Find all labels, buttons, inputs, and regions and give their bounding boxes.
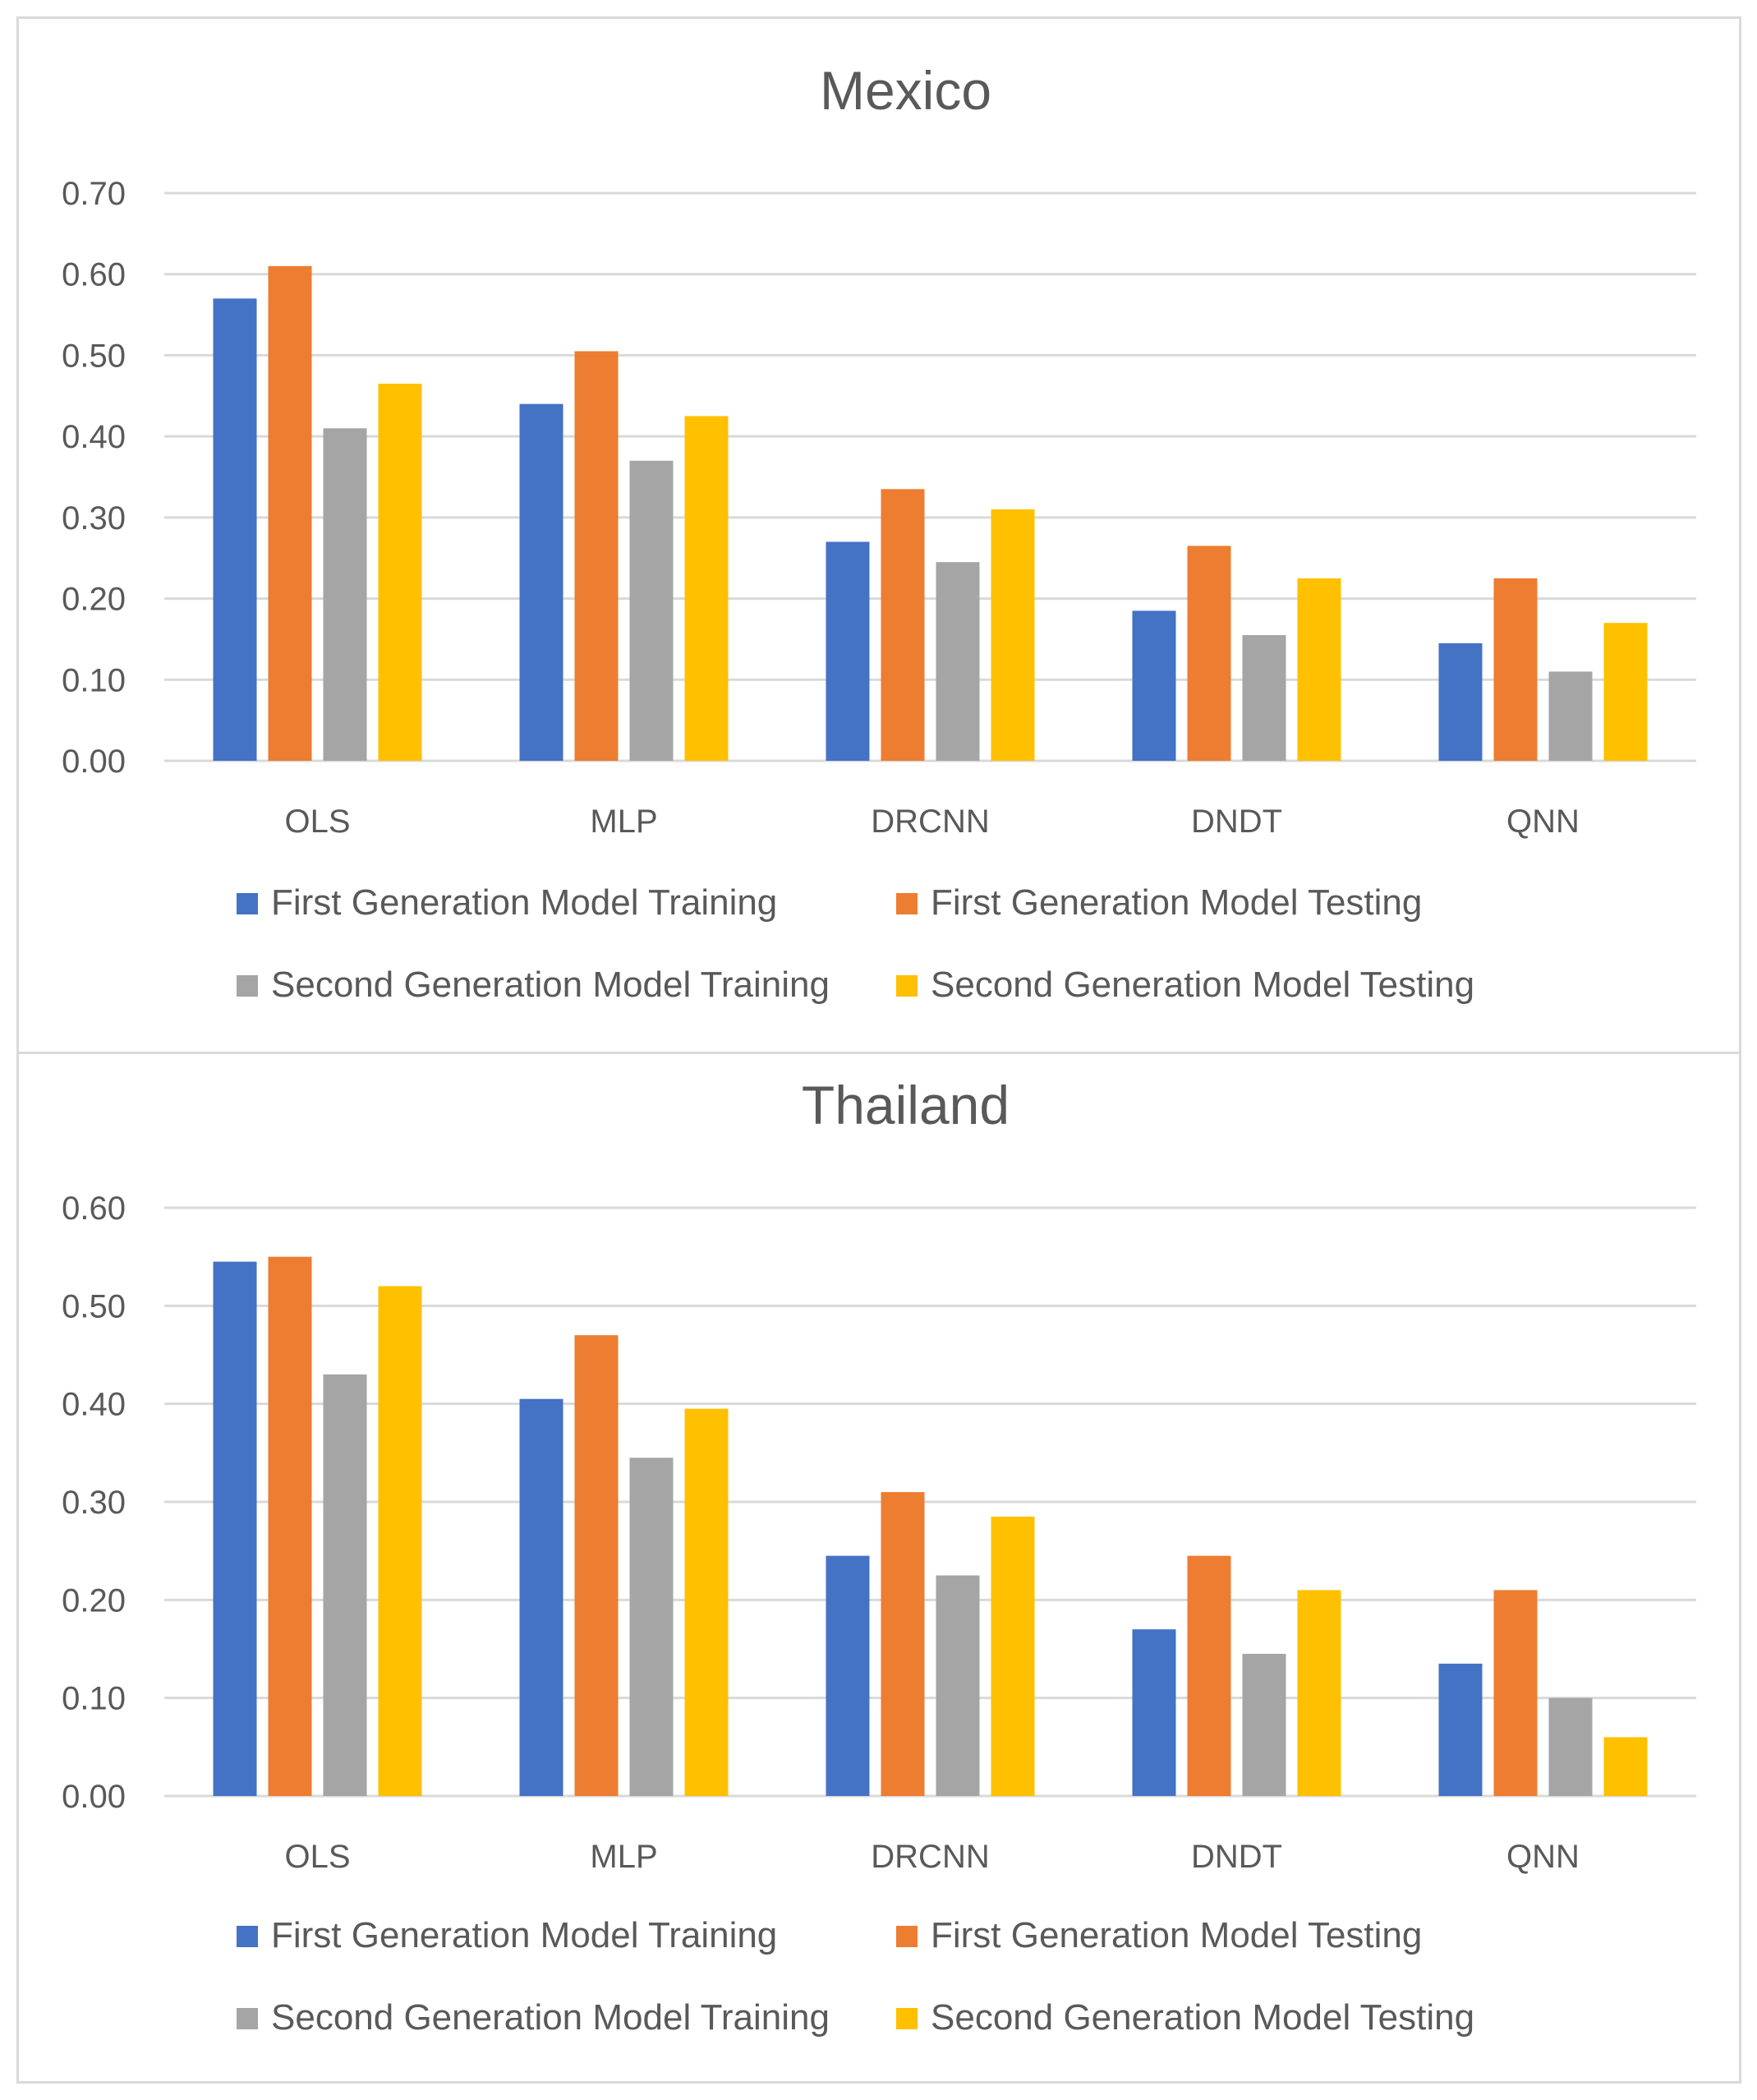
x-category-label: OLS — [284, 804, 350, 840]
legend-label: First Generation Model Testing — [931, 1915, 1422, 1955]
chart-title: Thailand — [802, 1075, 1010, 1135]
bar-drcnn-series-2 — [936, 1575, 980, 1796]
bar-mlp-series-3 — [684, 1408, 729, 1796]
y-tick-label: 0.40 — [62, 1387, 126, 1423]
legend-swatch — [237, 975, 258, 997]
y-tick-label: 0.10 — [62, 1681, 126, 1717]
y-tick-label: 0.20 — [62, 582, 126, 618]
x-category-label: MLP — [590, 1839, 657, 1875]
bar-ols-series-2 — [323, 428, 367, 761]
mexico-chart: Mexico 0.00 0.10 0.20 0.30 0.40 0.50 0.60 0.70 OL… — [62, 60, 1696, 1005]
chart-title: Mexico — [820, 60, 991, 121]
legend-label: First Generation Model Training — [271, 1915, 777, 1955]
bar-drcnn-series-0 — [826, 541, 870, 761]
bar-ols-series-0 — [213, 298, 257, 761]
bar-dndt-series-0 — [1132, 610, 1176, 761]
legend-label: Second Generation Model Testing — [931, 1997, 1474, 2038]
bar-dndt-series-3 — [1297, 578, 1341, 761]
bar-ols-series-0 — [213, 1261, 257, 1796]
y-tick-label: 0.00 — [62, 1779, 126, 1815]
thailand-chart: Thailand 0.00 0.10 0.20 0.30 0.40 0.50 0.60 OLS M… — [62, 1075, 1696, 2038]
legend-swatch — [896, 893, 918, 914]
y-tick-label: 0.40 — [62, 419, 126, 455]
bar-drcnn-series-2 — [936, 562, 980, 761]
x-category-label: DNDT — [1191, 1839, 1282, 1875]
y-tick-label: 0.00 — [62, 744, 126, 780]
legend-swatch — [237, 1926, 258, 1947]
bar-mlp-series-2 — [629, 460, 674, 761]
legend-label: First Generation Model Testing — [931, 882, 1422, 923]
x-category-label: QNN — [1506, 1839, 1580, 1875]
bar-qnn-series-1 — [1493, 1590, 1538, 1796]
y-tick-label: 0.30 — [62, 500, 126, 537]
bar-ols-series-2 — [323, 1374, 367, 1796]
y-tick-label: 0.60 — [62, 257, 126, 293]
x-category-label: DRCNN — [871, 1839, 989, 1875]
bar-ols-series-1 — [268, 1256, 312, 1796]
bar-dndt-series-2 — [1242, 1653, 1286, 1796]
bar-qnn-series-3 — [1603, 1737, 1648, 1796]
legend-swatch — [896, 975, 918, 997]
y-tick-label: 0.70 — [62, 176, 126, 212]
legend-swatch — [896, 1926, 918, 1947]
y-tick-label: 0.30 — [62, 1485, 126, 1521]
legend-label: Second Generation Model Training — [271, 1997, 830, 2038]
x-category-label: OLS — [284, 1839, 350, 1875]
y-tick-label: 0.20 — [62, 1582, 126, 1619]
bar-drcnn-series-1 — [881, 489, 925, 761]
y-tick-label: 0.50 — [62, 1288, 126, 1324]
bar-mlp-series-3 — [684, 416, 729, 761]
thailand-chart-panel: Thailand 0.00 0.10 0.20 0.30 0.40 0.50 0.60 OLS M… — [16, 1054, 1741, 2084]
mexico-chart-panel: Mexico 0.00 0.10 0.20 0.30 0.40 0.50 0.60 0.70 OL… — [16, 16, 1741, 1054]
bar-dndt-series-0 — [1132, 1629, 1176, 1796]
legend-swatch — [896, 2008, 918, 2029]
bar-dndt-series-3 — [1297, 1590, 1341, 1796]
bar-qnn-series-2 — [1548, 671, 1593, 761]
bar-ols-series-3 — [378, 1286, 422, 1796]
bar-drcnn-series-0 — [826, 1555, 870, 1796]
bar-mlp-series-1 — [574, 351, 619, 761]
bar-qnn-series-0 — [1438, 642, 1483, 761]
bar-dndt-series-2 — [1242, 634, 1286, 761]
bar-qnn-series-1 — [1493, 578, 1538, 761]
legend-label: First Generation Model Training — [271, 882, 777, 923]
bar-mlp-series-2 — [629, 1458, 674, 1796]
x-category-label: DNDT — [1191, 804, 1282, 840]
bar-qnn-series-0 — [1438, 1663, 1483, 1796]
legend-label: Second Generation Model Testing — [931, 965, 1474, 1005]
bar-drcnn-series-3 — [991, 509, 1035, 761]
bar-mlp-series-0 — [519, 1398, 563, 1796]
bar-dndt-series-1 — [1187, 1555, 1231, 1796]
bar-ols-series-1 — [268, 265, 312, 761]
y-tick-label: 0.50 — [62, 338, 126, 374]
bar-mlp-series-1 — [574, 1335, 619, 1796]
bar-drcnn-series-3 — [991, 1516, 1035, 1796]
x-category-label: MLP — [590, 804, 657, 840]
y-tick-label: 0.10 — [62, 662, 126, 698]
bar-qnn-series-3 — [1603, 623, 1648, 761]
bar-ols-series-3 — [378, 383, 422, 761]
bar-qnn-series-2 — [1548, 1697, 1593, 1796]
x-category-label: QNN — [1506, 804, 1580, 840]
legend-swatch — [237, 893, 258, 914]
bar-dndt-series-1 — [1187, 546, 1231, 761]
bar-mlp-series-0 — [519, 403, 563, 761]
y-tick-label: 0.60 — [62, 1190, 126, 1227]
x-category-label: DRCNN — [871, 804, 989, 840]
legend-swatch — [237, 2008, 258, 2029]
bar-drcnn-series-1 — [881, 1492, 925, 1796]
legend-label: Second Generation Model Training — [271, 965, 830, 1005]
